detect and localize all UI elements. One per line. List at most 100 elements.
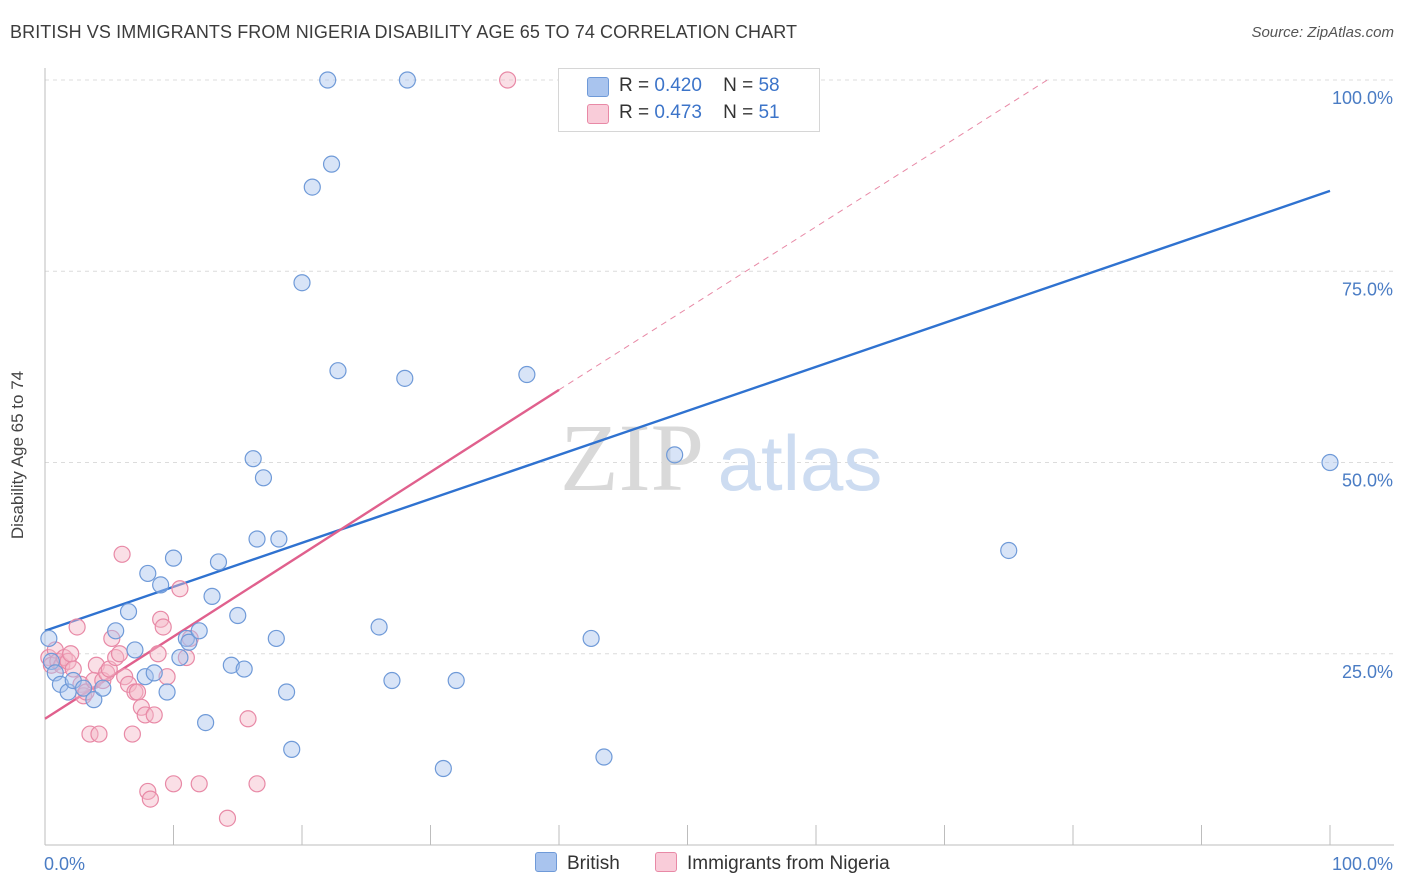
point-nigeria-7 xyxy=(62,645,80,663)
trend-line-nigeria-extension xyxy=(558,79,1048,391)
x-tick-label-0: 0.0% xyxy=(44,854,85,874)
trend-line-nigeria xyxy=(44,388,560,720)
point-nigeria-33 xyxy=(145,706,163,724)
legend-n-value-british: 58 xyxy=(758,75,780,96)
y-tick-label-0: 25.0% xyxy=(1342,662,1393,682)
legend-n-value-nigeria: 51 xyxy=(758,102,780,123)
point-british-41 xyxy=(383,671,401,690)
point-british-30 xyxy=(254,469,273,487)
point-british-48 xyxy=(595,748,613,766)
point-british-35 xyxy=(293,274,311,292)
point-british-42 xyxy=(396,369,414,387)
point-nigeria-23 xyxy=(113,545,131,563)
point-nigeria-38 xyxy=(164,775,183,793)
point-british-6 xyxy=(74,679,93,697)
point-nigeria-46 xyxy=(499,71,517,89)
point-british-44 xyxy=(434,759,452,778)
point-british-38 xyxy=(322,155,341,173)
point-british-26 xyxy=(229,606,247,625)
tick-labels: 25.0% 50.0% 75.0% 100.0% 0.0% 100.0% xyxy=(44,88,1393,874)
point-british-40 xyxy=(370,618,388,636)
point-nigeria-42 xyxy=(190,775,208,793)
source-label: Source: ZipAtlas.com xyxy=(1251,24,1394,41)
series-british-points xyxy=(40,71,1339,778)
legend-r-value-nigeria: 0.473 xyxy=(654,102,702,123)
trend-line-british xyxy=(44,189,1331,632)
series-nigeria-points xyxy=(40,71,517,827)
x-tick-label-1: 100.0% xyxy=(1332,854,1393,874)
y-tick-label-2: 75.0% xyxy=(1342,279,1393,299)
legend-r-label: R = xyxy=(619,102,650,123)
point-british-51 xyxy=(1000,541,1018,560)
point-british-10 xyxy=(119,603,138,621)
point-british-52 xyxy=(1321,453,1339,472)
legend-swatch-nigeria xyxy=(587,104,609,124)
point-nigeria-9 xyxy=(68,618,86,636)
bottom-legend-swatch-nigeria xyxy=(655,852,677,872)
point-british-12 xyxy=(136,668,154,686)
watermark: ZIP atlas xyxy=(560,404,882,511)
legend-n-label: N = xyxy=(723,75,754,96)
point-british-14 xyxy=(145,664,163,682)
point-british-36 xyxy=(303,178,321,196)
point-nigeria-32 xyxy=(141,790,159,808)
point-british-11 xyxy=(126,641,144,659)
chart-title: BRITISH VS IMMIGRANTS FROM NIGERIA DISAB… xyxy=(10,22,798,42)
bottom-legend-swatch-british xyxy=(535,852,557,872)
point-british-17 xyxy=(164,549,183,567)
legend-n-label: N = xyxy=(723,102,754,123)
legend-r-value-british: 0.420 xyxy=(654,75,702,96)
point-nigeria-37 xyxy=(158,668,176,686)
point-nigeria-34 xyxy=(149,645,167,663)
point-british-21 xyxy=(190,622,208,640)
point-british-8 xyxy=(94,679,112,697)
point-nigeria-30 xyxy=(136,706,154,724)
bottom-legend-british: British xyxy=(535,852,620,875)
point-british-24 xyxy=(209,553,228,571)
point-nigeria-39 xyxy=(171,580,189,598)
bottom-legend-nigeria: Immigrants from Nigeria xyxy=(655,852,890,875)
watermark-atlas: atlas xyxy=(718,419,883,507)
point-british-37 xyxy=(319,71,337,89)
point-nigeria-26 xyxy=(123,725,141,743)
point-british-28 xyxy=(244,450,262,468)
point-nigeria-43 xyxy=(218,809,237,827)
point-british-32 xyxy=(270,530,288,548)
point-nigeria-44 xyxy=(239,710,257,728)
trend-lines xyxy=(44,79,1331,720)
point-british-39 xyxy=(329,362,347,380)
bottom-legend-label-nigeria: Immigrants from Nigeria xyxy=(687,853,890,874)
y-tick-label-1: 50.0% xyxy=(1342,471,1393,491)
point-british-7 xyxy=(85,691,103,709)
point-nigeria-36 xyxy=(154,618,172,636)
point-british-15 xyxy=(152,576,170,594)
point-nigeria-13 xyxy=(81,725,99,743)
point-british-46 xyxy=(518,365,536,384)
point-british-29 xyxy=(248,530,266,548)
point-british-34 xyxy=(283,740,301,758)
legend-swatch-british xyxy=(587,77,609,97)
bottom-legend-label-british: British xyxy=(567,853,620,874)
point-british-22 xyxy=(197,713,215,732)
point-nigeria-28 xyxy=(128,683,147,701)
point-british-27 xyxy=(235,660,253,678)
point-british-16 xyxy=(158,683,176,701)
point-british-0 xyxy=(40,629,58,648)
point-british-33 xyxy=(277,683,296,701)
point-british-50 xyxy=(666,446,684,464)
stats-legend: R = 0.420 N = 58 R = 0.473 N = 51 xyxy=(558,68,820,132)
point-british-13 xyxy=(139,564,157,583)
watermark-zip: ZIP xyxy=(560,404,704,511)
point-british-45 xyxy=(447,671,465,690)
point-british-43 xyxy=(398,71,416,89)
point-british-18 xyxy=(171,648,189,667)
point-british-25 xyxy=(222,656,240,674)
point-british-47 xyxy=(582,629,600,648)
axes xyxy=(44,68,1394,846)
point-british-31 xyxy=(267,629,285,648)
legend-r-label: R = xyxy=(619,75,650,96)
point-british-20 xyxy=(180,633,198,651)
point-nigeria-16 xyxy=(90,725,108,743)
point-british-23 xyxy=(203,587,221,605)
